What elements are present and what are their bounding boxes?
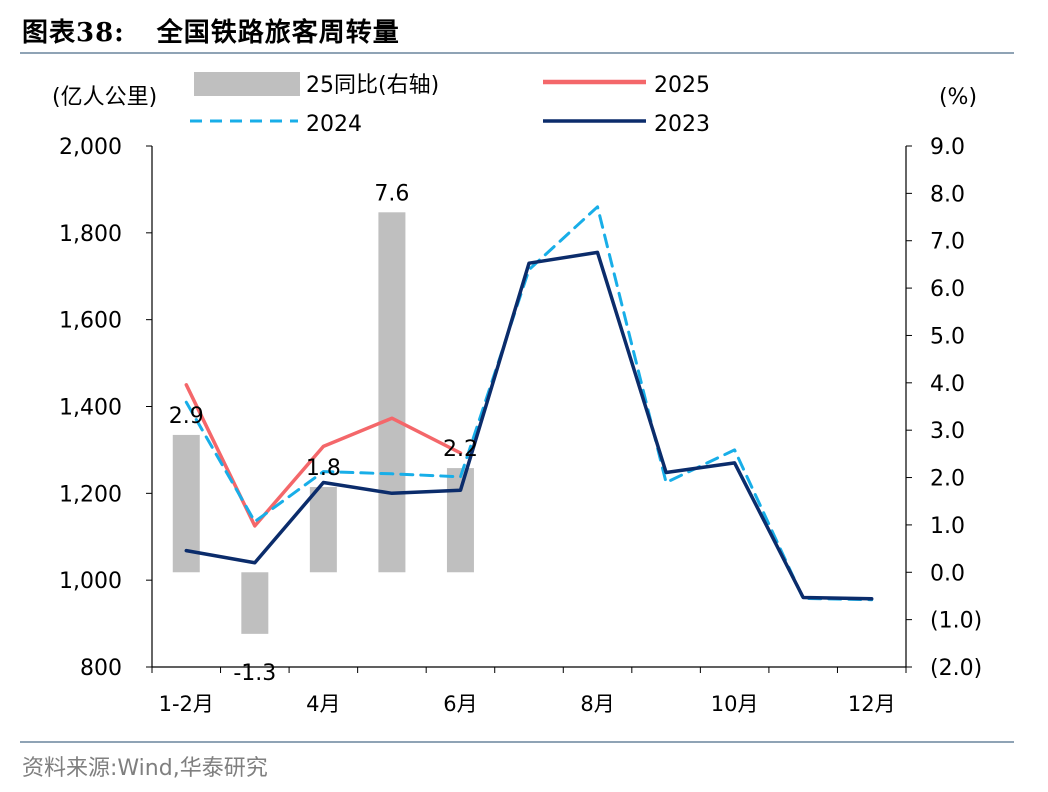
bar-yoy	[446, 468, 474, 573]
figure-number: 图表38:	[22, 18, 125, 48]
bar-data-label: 2.2	[443, 437, 478, 462]
left-tick-label: 1,200	[59, 482, 122, 507]
legend-label: 2025	[654, 73, 710, 98]
x-tick-label: 8月	[580, 692, 614, 716]
left-tick-label: 1,400	[59, 396, 122, 421]
right-tick-label: 0.0	[930, 561, 965, 586]
bar-data-label: 7.6	[374, 181, 409, 206]
left-tick-label: 1,800	[59, 222, 122, 247]
x-tick-label: 12月	[848, 692, 896, 716]
x-tick-label: 4月	[306, 692, 340, 716]
right-tick-label: (2.0)	[930, 656, 982, 681]
right-tick-label: 8.0	[930, 182, 965, 207]
title-divider	[20, 52, 1014, 54]
left-tick-label: 800	[80, 656, 122, 681]
bar-yoy	[309, 487, 337, 573]
left-tick-label: 1,000	[59, 569, 122, 594]
right-tick-label: (1.0)	[930, 609, 982, 634]
legend-label: 2024	[306, 112, 362, 137]
chart: 800 1,000 1,200 1,400 1,600 1,800 2,000 (2.0) (1…	[52, 72, 982, 716]
figure-title: 全国铁路旅客周转量	[156, 18, 400, 48]
bar-yoy	[378, 212, 406, 573]
right-tick-label: 3.0	[930, 419, 965, 444]
x-tick-label: 10月	[711, 692, 759, 716]
bar-data-label: 2.9	[169, 404, 204, 429]
source-note: 资料来源:Wind,华泰研究	[22, 756, 268, 781]
left-tick-label: 1,600	[59, 309, 122, 334]
bar-data-label: -1.3	[233, 661, 276, 686]
left-axis-unit: (亿人公里)	[52, 85, 157, 110]
right-tick-label: 2.0	[930, 467, 965, 492]
source-divider	[20, 741, 1014, 743]
bar-yoy	[241, 572, 269, 634]
legend-label: 25同比(右轴)	[306, 73, 439, 98]
x-tick-label: 1-2月	[159, 692, 214, 716]
right-tick-label: 1.0	[930, 514, 965, 539]
x-tick-label: 6月	[443, 692, 477, 716]
chart-title: 图表38: 全国铁路旅客周转量	[22, 12, 400, 49]
right-tick-label: 5.0	[930, 324, 965, 349]
bar-data-label: 1.8	[306, 456, 341, 481]
right-tick-label: 9.0	[930, 135, 965, 160]
right-tick-label: 6.0	[930, 277, 965, 302]
series-line-2024	[184, 205, 874, 602]
legend-label: 2023	[654, 112, 710, 137]
right-tick-label: 7.0	[930, 230, 965, 255]
series-line-2023	[184, 250, 874, 601]
left-tick-label: 2,000	[59, 135, 122, 160]
right-axis-unit: (%)	[939, 85, 977, 110]
legend-swatch-bar	[194, 72, 300, 96]
right-tick-label: 4.0	[930, 372, 965, 397]
